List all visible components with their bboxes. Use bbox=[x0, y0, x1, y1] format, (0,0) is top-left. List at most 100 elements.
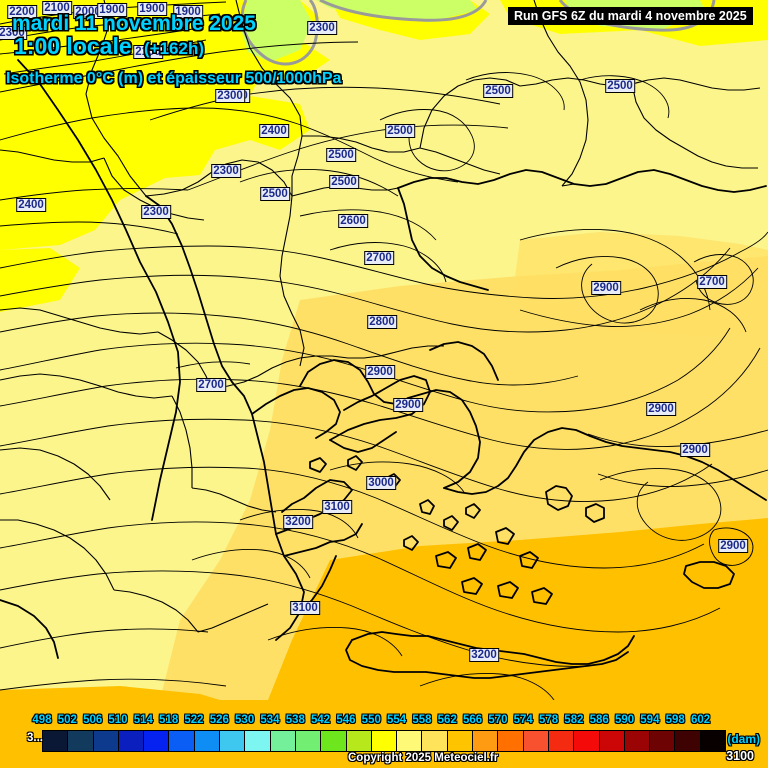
contour-label: 3100 bbox=[290, 601, 320, 615]
legend-swatch[interactable] bbox=[473, 731, 499, 751]
legend-tick-value: 526 bbox=[209, 714, 229, 726]
contour-label: 2700 bbox=[364, 251, 394, 265]
legend-tick-value: 530 bbox=[235, 714, 255, 726]
legend-tick: 506 bbox=[83, 714, 118, 729]
legend-tick-value: 598 bbox=[665, 714, 685, 726]
contour-label: 2900 bbox=[393, 398, 423, 412]
legend-tick-value: 534 bbox=[260, 714, 280, 726]
legend-swatch[interactable] bbox=[68, 731, 94, 751]
legend-tick-value: 538 bbox=[285, 714, 305, 726]
legend-tick: 558 bbox=[412, 714, 447, 729]
legend-tick-value: 602 bbox=[690, 714, 711, 726]
model-run-banner: Run GFS 6Z du mardi 4 novembre 2025 bbox=[508, 7, 753, 25]
contour-label: 2800 bbox=[367, 315, 397, 329]
contour-label: 1900 bbox=[97, 3, 127, 17]
legend-tick-value: 498 bbox=[32, 714, 52, 726]
legend-swatch[interactable] bbox=[422, 731, 448, 751]
contour-label: 2500 bbox=[605, 79, 635, 93]
forecast-hour-label: (+162h) bbox=[144, 39, 204, 58]
contour-label: 2200 bbox=[7, 5, 37, 19]
legend-tick: 522 bbox=[184, 714, 219, 729]
legend-tick-value: 514 bbox=[133, 714, 153, 726]
copyright-label: Copyright 2025 Meteociel.fr bbox=[348, 752, 499, 764]
color-scale-legend[interactable]: 498 502 506 510 514 518 522 526 530 534 538 542 546 5… bbox=[0, 700, 768, 768]
legend-swatch[interactable] bbox=[548, 731, 575, 751]
legend-swatch[interactable] bbox=[118, 731, 145, 751]
legend-swatch[interactable] bbox=[194, 731, 221, 751]
contour-label: 2500 bbox=[329, 175, 359, 189]
contour-label: 2400 bbox=[16, 198, 46, 212]
legend-tick: 510 bbox=[108, 714, 143, 729]
legend-swatch[interactable] bbox=[295, 731, 322, 751]
legend-tick: 574 bbox=[514, 714, 548, 729]
legend-swatch[interactable] bbox=[93, 731, 119, 751]
legend-tick: 514 bbox=[134, 714, 168, 729]
legend-swatch[interactable] bbox=[220, 731, 246, 751]
contour-label: 2300 bbox=[215, 89, 245, 103]
contour-label: 2900 bbox=[591, 281, 621, 295]
legend-swatch[interactable] bbox=[397, 731, 423, 751]
legend-swatch[interactable] bbox=[447, 731, 474, 751]
legend-tick-value: 558 bbox=[412, 714, 432, 726]
contour-label: 3000 bbox=[366, 476, 396, 490]
legend-swatch[interactable] bbox=[371, 731, 398, 751]
contour-label: 2900 bbox=[646, 402, 676, 416]
legend-tick: 538 bbox=[286, 714, 320, 729]
legend-tick-value: 594 bbox=[640, 714, 660, 726]
legend-swatch[interactable] bbox=[498, 731, 524, 751]
legend-tick: 518 bbox=[159, 714, 194, 729]
legend-swatch[interactable] bbox=[700, 731, 726, 751]
legend-tick-labels: 498 502 506 510 514 518 522 526 530 534 538 542 546 5… bbox=[32, 714, 726, 729]
forecast-time-label: 1:00 locale bbox=[14, 33, 132, 59]
contour-label: 2900 bbox=[365, 365, 395, 379]
contour-label: 2000 bbox=[73, 5, 103, 19]
parameter-title-label: Isotherme 0°C (m) et épaisseur 500/1000h… bbox=[6, 70, 342, 87]
legend-swatch[interactable] bbox=[675, 731, 701, 751]
legend-tick: 546 bbox=[336, 714, 371, 729]
legend-left-note: 3... bbox=[27, 732, 43, 744]
legend-swatch[interactable] bbox=[321, 731, 347, 751]
legend-tick-value: 510 bbox=[108, 714, 128, 726]
legend-tick: 570 bbox=[488, 714, 523, 729]
legend-swatch[interactable] bbox=[144, 731, 170, 751]
legend-tick-value: 502 bbox=[57, 714, 77, 726]
contour-label: 2300 bbox=[307, 21, 337, 35]
legend-tick: 542 bbox=[311, 714, 346, 729]
legend-tick-value: 550 bbox=[361, 714, 381, 726]
contour-label: 2500 bbox=[385, 124, 415, 138]
legend-color-bar[interactable] bbox=[42, 730, 726, 752]
contour-label: 3200 bbox=[283, 515, 313, 529]
contour-label: 2300 bbox=[211, 164, 241, 178]
legend-tick-value: 542 bbox=[311, 714, 331, 726]
legend-tick-value: 570 bbox=[488, 714, 508, 726]
legend-tick-value: 518 bbox=[159, 714, 179, 726]
legend-swatch[interactable] bbox=[650, 731, 676, 751]
legend-swatch[interactable] bbox=[574, 731, 600, 751]
legend-swatch[interactable] bbox=[270, 731, 296, 751]
legend-swatch[interactable] bbox=[346, 731, 372, 751]
legend-swatch[interactable] bbox=[523, 731, 549, 751]
legend-tick: 578 bbox=[539, 714, 574, 729]
legend-tick: 598 bbox=[666, 714, 700, 729]
contour-label: 2400 bbox=[259, 124, 289, 138]
legend-swatch[interactable] bbox=[169, 731, 195, 751]
contour-label: 2500 bbox=[483, 84, 513, 98]
contour-label: 2900 bbox=[718, 539, 748, 553]
legend-swatch[interactable] bbox=[624, 731, 651, 751]
contour-label: 2700 bbox=[196, 378, 226, 392]
legend-swatch[interactable] bbox=[245, 731, 271, 751]
contour-label: 2100 bbox=[133, 45, 163, 59]
contour-label: 3100 bbox=[322, 500, 352, 514]
forecast-date-label: mardi 11 novembre 2025 bbox=[12, 12, 256, 35]
legend-tick-value: 586 bbox=[589, 714, 609, 726]
legend-tick-value: 574 bbox=[513, 714, 533, 726]
legend-tick: 526 bbox=[210, 714, 244, 729]
legend-tick-value: 566 bbox=[462, 714, 483, 726]
legend-swatch[interactable] bbox=[43, 731, 69, 751]
legend-tick: 534 bbox=[260, 714, 295, 729]
legend-tick-value: 562 bbox=[437, 714, 457, 726]
legend-swatch[interactable] bbox=[599, 731, 625, 751]
contour-label: 2300 bbox=[141, 205, 171, 219]
